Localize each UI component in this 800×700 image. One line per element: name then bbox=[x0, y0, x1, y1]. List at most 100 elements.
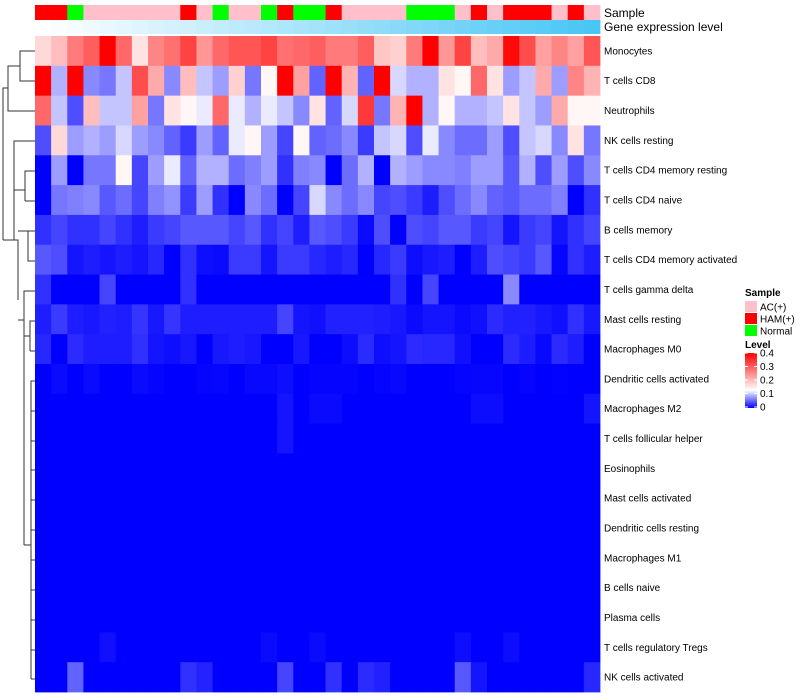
heatmap-cell bbox=[503, 65, 520, 97]
heatmap-cell bbox=[115, 602, 133, 633]
heatmap-cell bbox=[470, 602, 488, 633]
heatmap-cell bbox=[244, 95, 262, 126]
heatmap-cell bbox=[261, 393, 278, 425]
heatmap-cell bbox=[67, 632, 84, 663]
heatmap-cell bbox=[148, 364, 165, 395]
heatmap-cell bbox=[309, 602, 326, 633]
heatmap-cell bbox=[357, 453, 375, 484]
heatmap-cell bbox=[438, 662, 456, 693]
row-label: Dendritic cells resting bbox=[604, 524, 699, 535]
row-label: Monocytes bbox=[604, 46, 652, 57]
row-dendrogram bbox=[2, 50, 35, 680]
heatmap-cell bbox=[438, 632, 456, 663]
heatmap-cell bbox=[390, 453, 407, 484]
heatmap-cell bbox=[261, 483, 278, 514]
heatmap-cell bbox=[551, 95, 569, 126]
heatmap-cell bbox=[131, 95, 149, 126]
heatmap-cell bbox=[390, 542, 407, 574]
heatmap-cell bbox=[51, 244, 68, 275]
heatmap-cell bbox=[99, 662, 117, 693]
heatmap-cell bbox=[519, 423, 536, 454]
heatmap-cell bbox=[131, 125, 149, 156]
heatmap-cell bbox=[422, 602, 439, 633]
heatmap-cell bbox=[325, 572, 343, 603]
heatmap-cell bbox=[244, 244, 262, 275]
sample-annotation-cell bbox=[212, 5, 230, 20]
heatmap-cell bbox=[228, 483, 246, 514]
heatmap-cell bbox=[341, 244, 359, 275]
heatmap-cell bbox=[244, 155, 262, 186]
heatmap-cell bbox=[83, 334, 100, 365]
heatmap-cell bbox=[196, 602, 213, 633]
heatmap-cell bbox=[309, 453, 326, 484]
heatmap-cell bbox=[583, 662, 601, 693]
heatmap-cell bbox=[67, 513, 84, 544]
heatmap-cell bbox=[228, 304, 246, 335]
heatmap-cell bbox=[470, 185, 488, 216]
heatmap-cell bbox=[35, 542, 52, 574]
heatmap-cell bbox=[131, 274, 149, 305]
heatmap-cell bbox=[212, 304, 230, 335]
heatmap-cell bbox=[115, 662, 133, 693]
heatmap-cell bbox=[309, 95, 326, 126]
heatmap-cell bbox=[519, 572, 536, 603]
heatmap-cell bbox=[261, 185, 278, 216]
heatmap-cell bbox=[551, 65, 569, 97]
heatmap-cell bbox=[535, 662, 552, 693]
heatmap-cell bbox=[406, 36, 423, 67]
heatmap-cell bbox=[390, 125, 407, 156]
heatmap-cell bbox=[244, 513, 262, 544]
heatmap-cell bbox=[228, 185, 246, 216]
heatmap-cell bbox=[67, 483, 84, 514]
heatmap-cell bbox=[567, 214, 585, 246]
heatmap-cell bbox=[83, 364, 100, 395]
heatmap-cell bbox=[470, 155, 488, 186]
sample-annotation-cell bbox=[180, 5, 197, 20]
gene-annotation-cell bbox=[341, 20, 359, 34]
heatmap-cell bbox=[35, 65, 52, 97]
heatmap-cell bbox=[503, 304, 520, 335]
heatmap-cell bbox=[196, 513, 213, 544]
heatmap-cell bbox=[293, 602, 310, 633]
sample-annotation-cell bbox=[422, 5, 439, 20]
heatmap-cell bbox=[131, 214, 149, 246]
heatmap-cell bbox=[583, 542, 601, 574]
heatmap-cell bbox=[244, 334, 262, 365]
heatmap-cell bbox=[51, 304, 68, 335]
heatmap-cell bbox=[487, 542, 504, 574]
heatmap-cell bbox=[228, 36, 246, 67]
heatmap-cell bbox=[567, 155, 585, 186]
sample-annotation-cell bbox=[357, 5, 375, 20]
heatmap-cell bbox=[148, 244, 165, 275]
heatmap-cell bbox=[406, 572, 423, 603]
heatmap-cell bbox=[35, 95, 52, 126]
legend-tick-label: 0.2 bbox=[760, 376, 774, 387]
sample-annotation-cell bbox=[487, 5, 504, 20]
heatmap-cell bbox=[51, 334, 68, 365]
heatmap-cell bbox=[51, 274, 68, 305]
sample-annotation-cell bbox=[293, 5, 310, 20]
heatmap-cell bbox=[535, 65, 552, 97]
heatmap-cell bbox=[309, 393, 326, 425]
heatmap-cell bbox=[535, 304, 552, 335]
heatmap-cell bbox=[341, 274, 359, 305]
gene-annotation-cell bbox=[487, 20, 504, 34]
heatmap-cell bbox=[422, 572, 439, 603]
heatmap-cell bbox=[374, 453, 391, 484]
heatmap-cell bbox=[470, 125, 488, 156]
heatmap-cell bbox=[422, 632, 439, 663]
heatmap-cell bbox=[406, 274, 423, 305]
heatmap-cell bbox=[115, 483, 133, 514]
heatmap-cell bbox=[51, 453, 68, 484]
heatmap-cell bbox=[390, 95, 407, 126]
heatmap-cell bbox=[374, 662, 391, 693]
heatmap-cell bbox=[503, 155, 520, 186]
heatmap-cell bbox=[212, 453, 230, 484]
heatmap-cell bbox=[470, 513, 488, 544]
heatmap-cell bbox=[390, 602, 407, 633]
heatmap-cell bbox=[390, 274, 407, 305]
heatmap-cell bbox=[115, 274, 133, 305]
heatmap-cell bbox=[277, 453, 294, 484]
heatmap-cell bbox=[83, 155, 100, 186]
heatmap-cell bbox=[148, 274, 165, 305]
